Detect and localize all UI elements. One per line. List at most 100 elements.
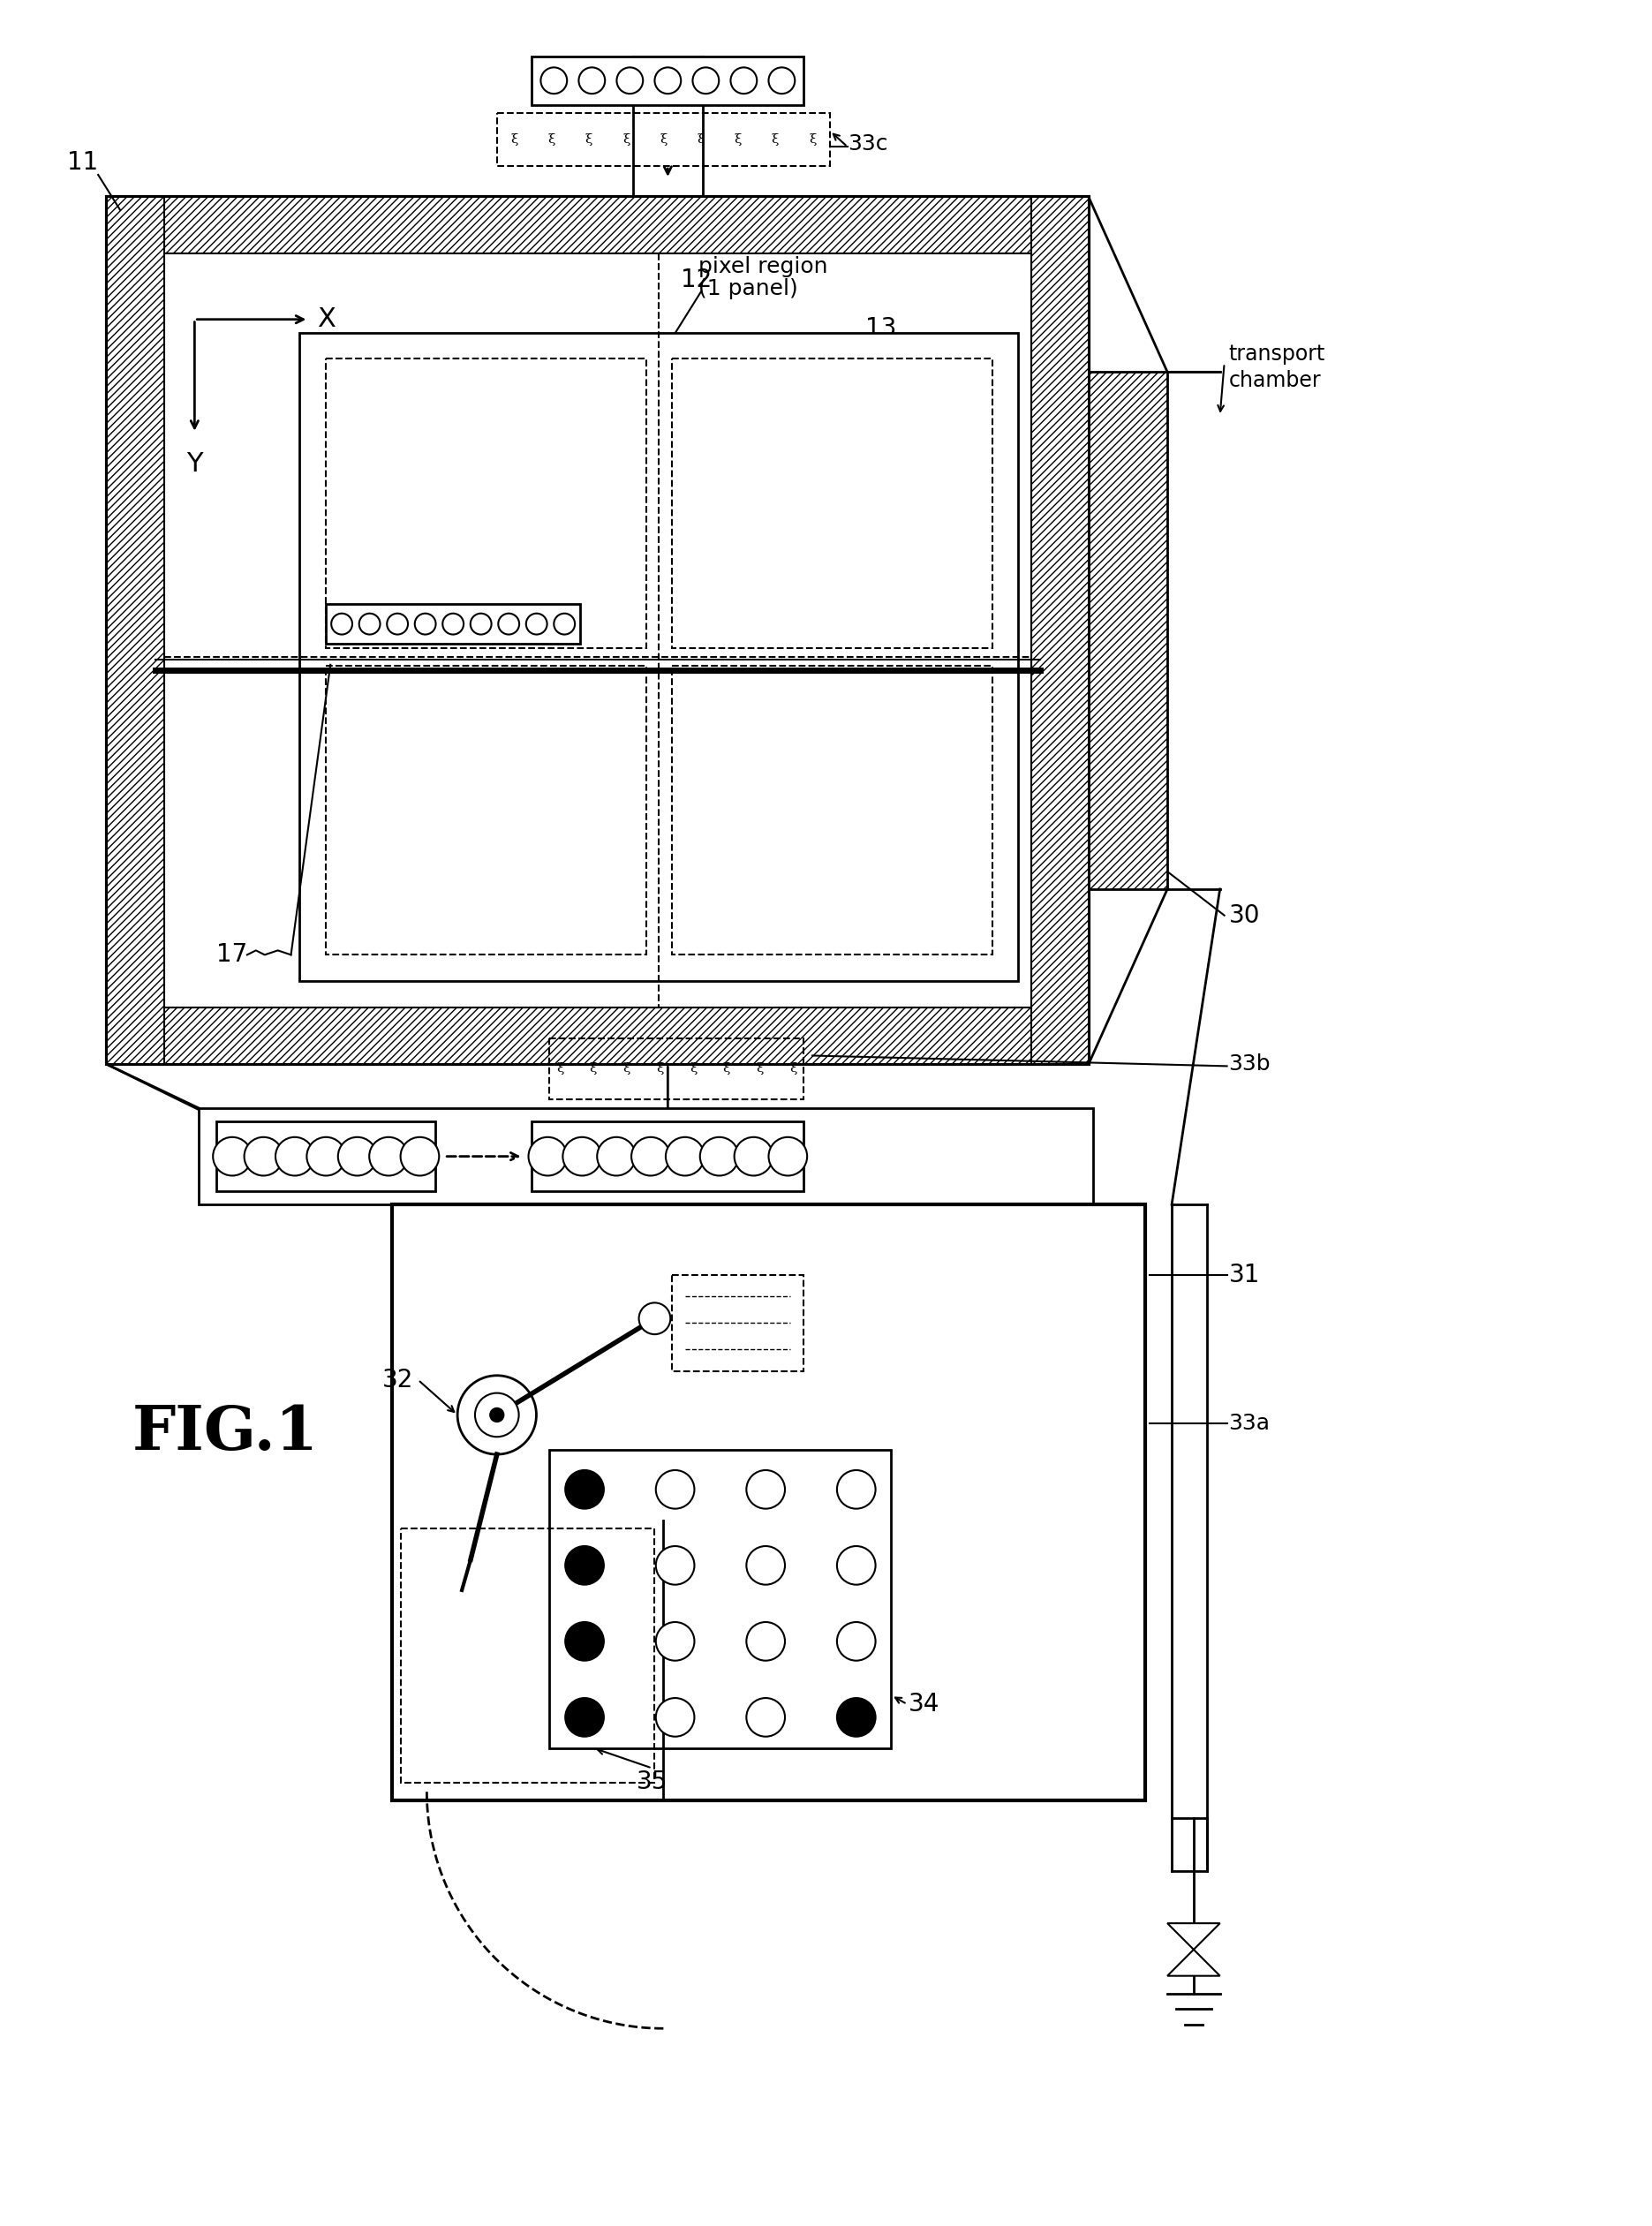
Text: ξ: ξ	[585, 134, 593, 147]
Circle shape	[563, 1137, 601, 1175]
Bar	[400, 1529, 654, 1783]
Circle shape	[838, 1469, 876, 1509]
Text: 31: 31	[1229, 1262, 1260, 1287]
Circle shape	[838, 1547, 876, 1585]
Circle shape	[639, 1302, 671, 1333]
Text: ξ: ξ	[590, 1062, 596, 1075]
Text: ξ: ξ	[724, 1062, 730, 1075]
Circle shape	[747, 1623, 785, 1661]
Bar	[550, 1037, 803, 1100]
Circle shape	[415, 614, 436, 634]
Bar	[325, 603, 580, 643]
Circle shape	[692, 67, 719, 93]
Text: ξ: ξ	[790, 1062, 796, 1075]
Circle shape	[458, 1376, 537, 1454]
Circle shape	[358, 614, 380, 634]
Text: ξ: ξ	[771, 134, 778, 147]
Bar	[550, 1449, 892, 1747]
Circle shape	[730, 67, 757, 93]
Text: ξ: ξ	[623, 1062, 631, 1075]
Circle shape	[666, 1137, 704, 1175]
Text: 30: 30	[1229, 904, 1260, 928]
Circle shape	[332, 614, 352, 634]
Bar	[672, 1275, 803, 1371]
Bar	[216, 1122, 436, 1191]
Bar	[532, 56, 803, 105]
Text: ξ: ξ	[809, 134, 816, 147]
Text: transport: transport	[1229, 343, 1325, 365]
Text: 11: 11	[68, 149, 97, 176]
Text: ξ: ξ	[757, 1062, 763, 1075]
Text: Y: Y	[187, 452, 203, 476]
Text: chamber: chamber	[1229, 370, 1322, 392]
Circle shape	[768, 67, 795, 93]
Text: ξ: ξ	[689, 1062, 697, 1075]
Bar	[107, 196, 164, 1064]
Circle shape	[276, 1137, 314, 1175]
Circle shape	[656, 1623, 694, 1661]
Bar	[532, 1122, 803, 1191]
Bar	[164, 254, 1031, 1008]
Circle shape	[565, 1623, 605, 1661]
Circle shape	[565, 1547, 605, 1585]
Bar	[1031, 196, 1089, 1064]
Circle shape	[244, 1137, 282, 1175]
Text: 34: 34	[909, 1692, 940, 1716]
Circle shape	[768, 1137, 808, 1175]
Text: 33a: 33a	[1229, 1414, 1270, 1434]
Circle shape	[213, 1137, 251, 1175]
Circle shape	[471, 614, 491, 634]
Circle shape	[540, 67, 567, 93]
Text: FIG.1: FIG.1	[132, 1402, 319, 1462]
Text: ξ: ξ	[656, 1062, 664, 1075]
Circle shape	[631, 1137, 671, 1175]
Circle shape	[400, 1137, 439, 1175]
Bar	[1089, 372, 1168, 888]
Circle shape	[733, 1137, 773, 1175]
Text: X: X	[317, 307, 335, 332]
Text: 13: 13	[866, 316, 897, 341]
Bar	[299, 332, 1018, 982]
Polygon shape	[1168, 1923, 1219, 1950]
Text: 32: 32	[382, 1367, 413, 1391]
Text: ξ: ξ	[623, 134, 629, 147]
Circle shape	[339, 1137, 377, 1175]
Polygon shape	[1168, 1950, 1219, 1977]
Circle shape	[529, 1137, 567, 1175]
Circle shape	[387, 614, 408, 634]
Text: 33c: 33c	[847, 134, 887, 154]
Circle shape	[656, 1469, 694, 1509]
Circle shape	[499, 614, 519, 634]
Bar	[107, 196, 1089, 254]
Circle shape	[578, 67, 605, 93]
Bar	[198, 1109, 1094, 1204]
Text: ξ: ξ	[557, 1062, 563, 1075]
Text: 17: 17	[216, 942, 248, 966]
Circle shape	[656, 1698, 694, 1736]
Text: ξ: ξ	[548, 134, 555, 147]
Circle shape	[747, 1547, 785, 1585]
Text: ξ: ξ	[733, 134, 742, 147]
Circle shape	[553, 614, 575, 634]
Bar	[497, 114, 829, 167]
Bar	[325, 358, 646, 648]
Text: ξ: ξ	[697, 134, 704, 147]
Bar	[107, 1008, 1089, 1064]
Circle shape	[656, 1547, 694, 1585]
Text: 33b: 33b	[1229, 1053, 1270, 1075]
Circle shape	[616, 67, 643, 93]
Text: 12: 12	[681, 267, 712, 292]
Circle shape	[491, 1407, 504, 1422]
Text: 35: 35	[636, 1770, 667, 1794]
Circle shape	[307, 1137, 345, 1175]
Circle shape	[565, 1698, 605, 1736]
Circle shape	[565, 1469, 605, 1509]
Circle shape	[596, 1137, 636, 1175]
Circle shape	[747, 1698, 785, 1736]
Text: (1 panel): (1 panel)	[699, 278, 798, 298]
Circle shape	[476, 1393, 519, 1436]
Circle shape	[838, 1698, 876, 1736]
Text: pixel region: pixel region	[699, 256, 828, 278]
Bar	[392, 1204, 1145, 1801]
Circle shape	[370, 1137, 408, 1175]
